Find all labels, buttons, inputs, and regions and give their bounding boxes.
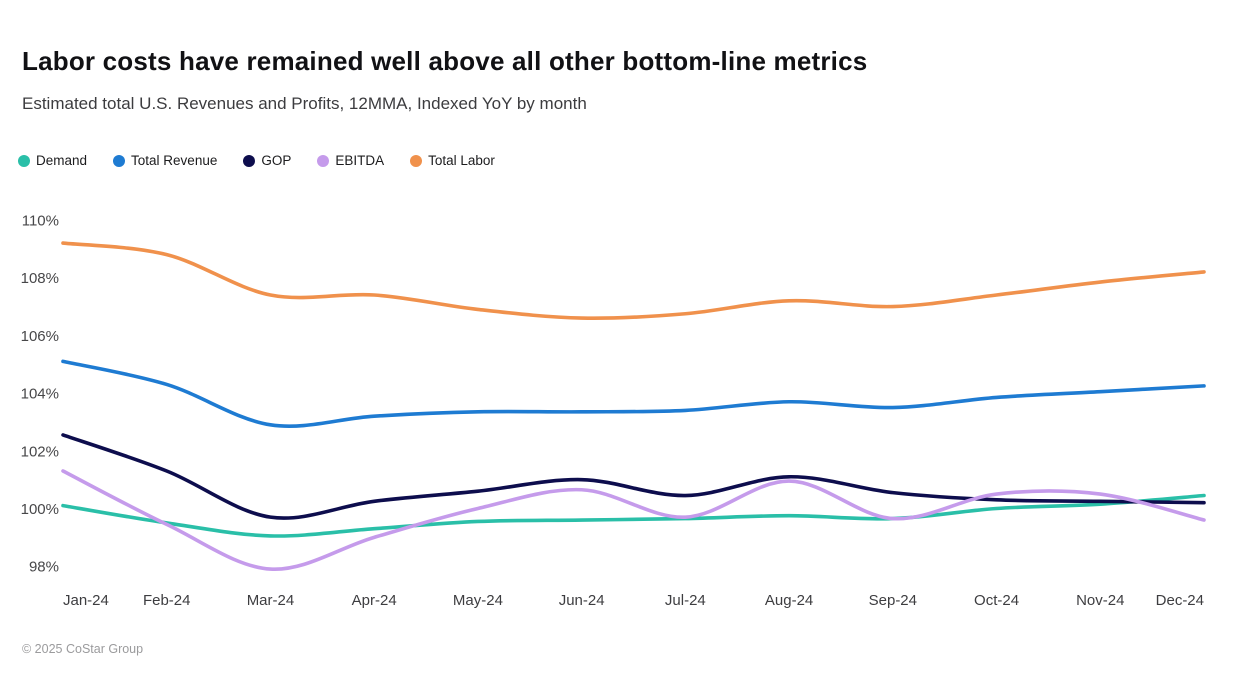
x-axis-tick-label: Jan-24: [63, 592, 109, 609]
series-line-total-labor: [61, 241, 1206, 321]
chart-title: Labor costs have remained well above all…: [22, 46, 868, 76]
y-axis-tick-label: 104%: [21, 386, 59, 403]
series-line-demand: [61, 493, 1206, 538]
x-axis-tick-label: Mar-24: [247, 592, 295, 609]
legend-dot-ebitda: [317, 154, 330, 167]
legend-label: Total Revenue: [131, 153, 218, 168]
x-axis-tick-label: Feb-24: [143, 592, 191, 609]
x-axis-tick-label: Aug-24: [765, 592, 813, 609]
legend-dot-total-labor: [410, 154, 423, 167]
legend-item-total-revenue[interactable]: Total Revenue: [113, 153, 217, 168]
legend-label: Demand: [36, 153, 88, 168]
x-axis-tick-label: Oct-24: [974, 592, 1019, 609]
chart-subtitle: Estimated total U.S. Revenues and Profit…: [22, 94, 587, 113]
legend-item-total-labor[interactable]: Total Labor: [410, 153, 495, 168]
legend-item-ebitda[interactable]: EBITDA: [317, 153, 384, 168]
legend-dot-total-revenue: [113, 154, 126, 167]
legend-label: GOP: [261, 153, 292, 168]
legend-item-demand[interactable]: Demand: [18, 153, 87, 168]
x-axis-tick-label: Jun-24: [559, 592, 605, 609]
x-axis-tick-label: Apr-24: [352, 592, 397, 609]
y-axis-tick-label: 100%: [21, 501, 59, 518]
x-axis-tick-label: May-24: [453, 592, 503, 609]
series-line-total-revenue: [61, 359, 1206, 428]
y-axis-tick-label: 110%: [22, 213, 59, 230]
legend-dot-demand: [18, 154, 30, 167]
legend: Demand Total Revenue GOP EBITDA Total Labor: [18, 153, 521, 168]
x-axis-tick-label: Sep-24: [869, 592, 917, 609]
legend-label: Total Labor: [428, 153, 495, 168]
legend-item-gop[interactable]: GOP: [243, 153, 291, 168]
y-axis-tick-label: 108%: [21, 270, 59, 287]
legend-dot-gop: [243, 154, 256, 167]
footer-copyright: © 2025 CoStar Group: [22, 642, 144, 656]
x-axis-tick-label: Jul-24: [665, 592, 706, 609]
series-line-gop: [61, 433, 1206, 520]
x-axis-tick-label: Dec-24: [1156, 592, 1204, 609]
legend-label: EBITDA: [335, 153, 385, 168]
series-line-ebitda: [61, 469, 1206, 571]
y-axis-tick-label: 98%: [29, 559, 59, 576]
x-axis-tick-label: Nov-24: [1076, 592, 1124, 609]
y-axis-tick-label: 106%: [21, 328, 59, 345]
y-axis-tick-label: 102%: [21, 443, 59, 460]
